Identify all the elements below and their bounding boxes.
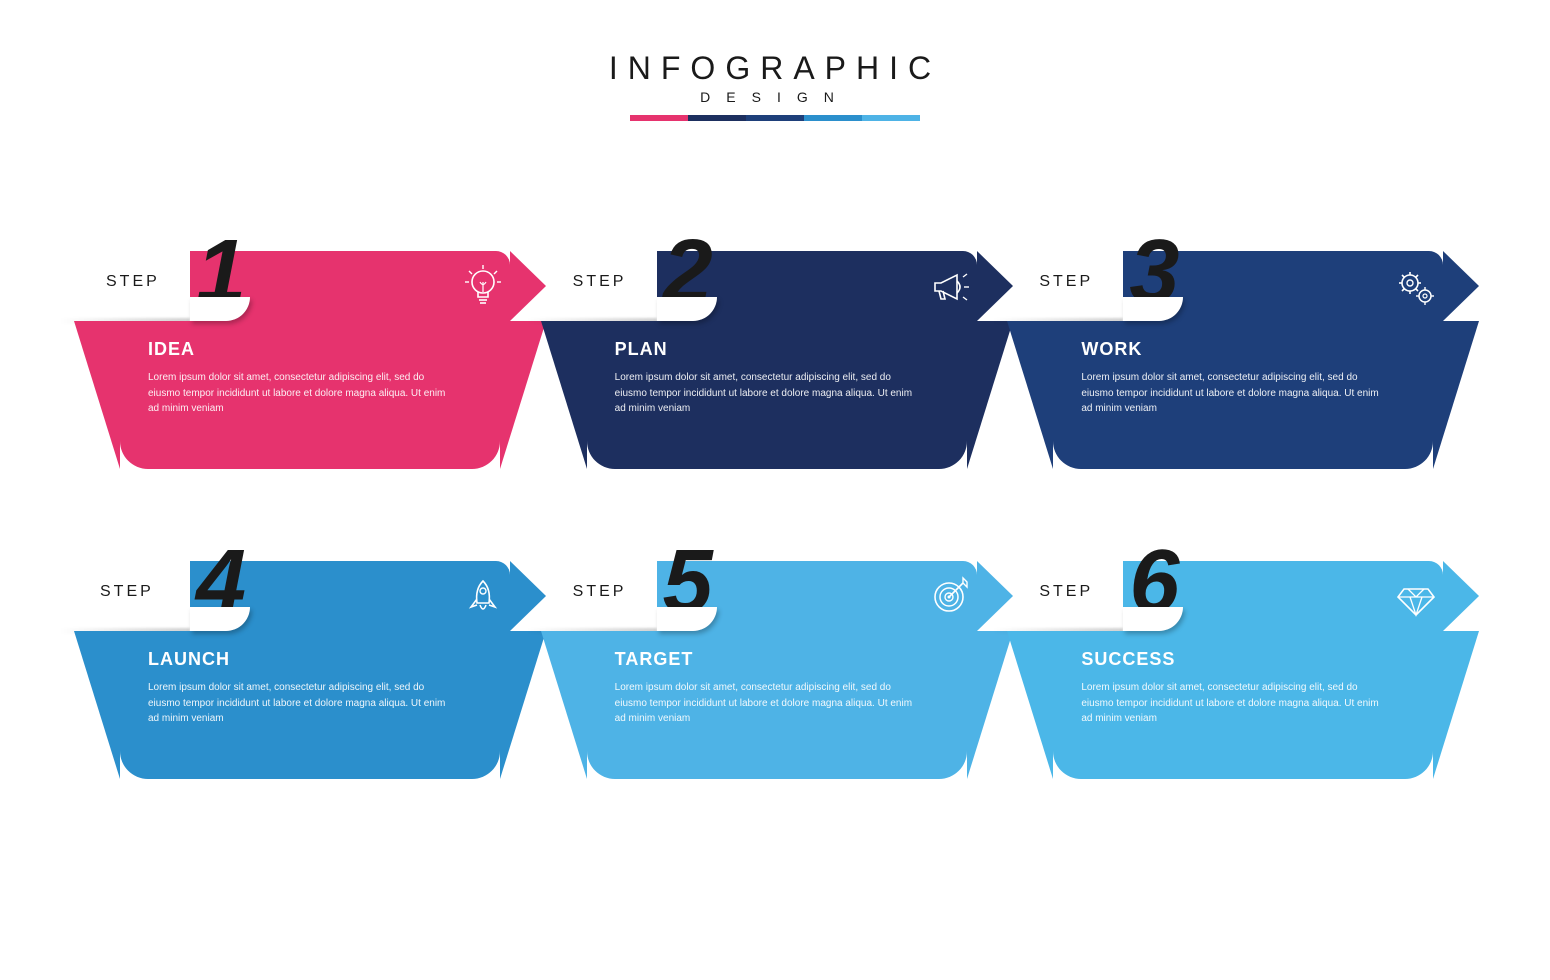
step-card-4: STEP 4 LAUNCH Lorem ipsum dolor sit amet… <box>120 561 497 791</box>
color-seg-3 <box>746 115 804 121</box>
target-icon <box>927 575 971 619</box>
card-title: TARGET <box>615 649 960 670</box>
step-label: STEP <box>1039 273 1093 291</box>
card-content: IDEA Lorem ipsum dolor sit amet, consect… <box>148 339 493 417</box>
card-content: LAUNCH Lorem ipsum dolor sit amet, conse… <box>148 649 493 727</box>
card-content: TARGET Lorem ipsum dolor sit amet, conse… <box>615 649 960 727</box>
card-description: Lorem ipsum dolor sit amet, consectetur … <box>615 680 925 727</box>
header: INFOGRAPHIC DESIGN <box>0 0 1550 121</box>
step-card-1: STEP 1 IDEA Lorem ipsum dolor sit amet, … <box>120 251 497 481</box>
step-card-5: STEP 5 TARGET Lorem ipsum dolor sit amet… <box>587 561 964 791</box>
main-title: INFOGRAPHIC <box>0 50 1550 87</box>
card-content: SUCCESS Lorem ipsum dolor sit amet, cons… <box>1081 649 1426 727</box>
step-card-2: STEP 2 PLAN Lorem ipsum dolor sit amet, … <box>587 251 964 481</box>
card-title: PLAN <box>615 339 960 360</box>
main-subtitle: DESIGN <box>0 89 1550 105</box>
color-seg-2 <box>688 115 746 121</box>
step-label: STEP <box>1039 583 1093 601</box>
step-card-3: STEP 3 WORK Lorem ipsum dolor sit amet, … <box>1053 251 1430 481</box>
step-label: STEP <box>573 273 627 291</box>
megaphone-icon <box>927 265 971 309</box>
steps-grid: STEP 1 IDEA Lorem ipsum dolor sit amet, … <box>0 121 1550 791</box>
card-description: Lorem ipsum dolor sit amet, consectetur … <box>148 680 458 727</box>
step-label: STEP <box>100 583 154 601</box>
color-seg-5 <box>862 115 920 121</box>
card-description: Lorem ipsum dolor sit amet, consectetur … <box>148 370 458 417</box>
step-card-6: STEP 6 SUCCESS Lorem ipsum dolor sit ame… <box>1053 561 1430 791</box>
card-title: IDEA <box>148 339 493 360</box>
step-label: STEP <box>573 583 627 601</box>
card-content: WORK Lorem ipsum dolor sit amet, consect… <box>1081 339 1426 417</box>
card-description: Lorem ipsum dolor sit amet, consectetur … <box>1081 680 1391 727</box>
color-seg-1 <box>630 115 688 121</box>
card-title: WORK <box>1081 339 1426 360</box>
diamond-icon <box>1394 575 1438 619</box>
card-description: Lorem ipsum dolor sit amet, consectetur … <box>1081 370 1391 417</box>
rocket-icon <box>461 575 505 619</box>
step-label: STEP <box>106 273 160 291</box>
gears-icon <box>1394 265 1438 309</box>
card-description: Lorem ipsum dolor sit amet, consectetur … <box>615 370 925 417</box>
card-title: LAUNCH <box>148 649 493 670</box>
card-title: SUCCESS <box>1081 649 1426 670</box>
lightbulb-icon <box>461 265 505 309</box>
color-seg-4 <box>804 115 862 121</box>
card-content: PLAN Lorem ipsum dolor sit amet, consect… <box>615 339 960 417</box>
